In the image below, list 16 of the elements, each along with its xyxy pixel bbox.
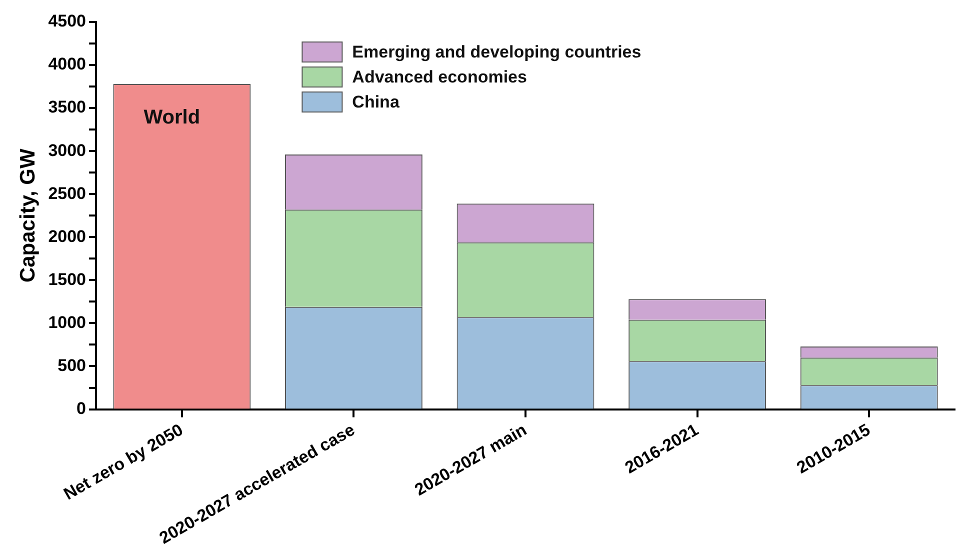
y-tick-label: 1500 [48, 270, 86, 289]
legend-label: Advanced economies [352, 68, 527, 87]
y-tick-label: 3500 [48, 98, 86, 117]
y-tick-label: 2500 [48, 184, 86, 203]
y-tick-label: 500 [58, 356, 86, 375]
y-tick-label: 4500 [48, 12, 86, 31]
y-tick-label: 0 [76, 398, 86, 418]
x-tick-label: Net zero by 2050 [60, 420, 186, 504]
legend-label: Emerging and developing countries [352, 42, 642, 62]
y-tick-label: 2000 [48, 226, 86, 246]
legend-label: China [352, 92, 400, 112]
y-tick-label: 1000 [48, 312, 86, 332]
series-label: World [144, 106, 200, 128]
y-tick-label: 4000 [48, 54, 86, 74]
y-axis-title: Capacity, GW [16, 148, 40, 283]
y-tick-label: 3000 [48, 140, 86, 160]
